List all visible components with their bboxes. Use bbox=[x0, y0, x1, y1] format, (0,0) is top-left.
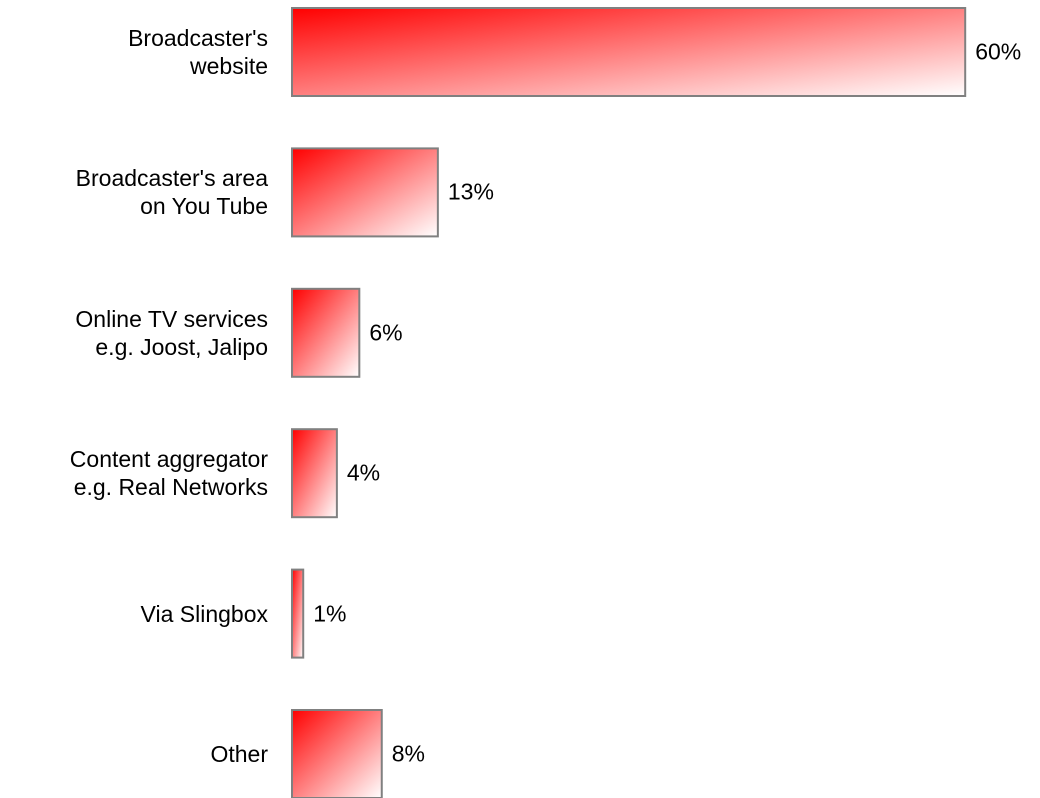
value-label: 60% bbox=[975, 38, 1022, 65]
bar bbox=[291, 287, 361, 378]
bar bbox=[291, 147, 439, 238]
value-label: 4% bbox=[346, 459, 381, 486]
bar bbox=[291, 7, 967, 97]
value-label: 1% bbox=[313, 600, 347, 627]
category-label: Broadcaster's website bbox=[128, 25, 268, 79]
category-label: Content aggregator e.g. Real Networks bbox=[69, 446, 268, 501]
value-label: 8% bbox=[391, 740, 425, 767]
value-label: 13% bbox=[447, 178, 494, 205]
category-label: Via Slingbox bbox=[140, 600, 268, 627]
bar bbox=[291, 428, 338, 519]
category-label: Other bbox=[210, 741, 268, 767]
bar bbox=[291, 568, 305, 659]
bar bbox=[291, 709, 383, 798]
category-label: Online TV services e.g. Joost, Jalipo bbox=[75, 305, 268, 360]
value-label: 6% bbox=[369, 319, 403, 346]
category-label: Broadcaster's area on You Tube bbox=[75, 165, 268, 220]
